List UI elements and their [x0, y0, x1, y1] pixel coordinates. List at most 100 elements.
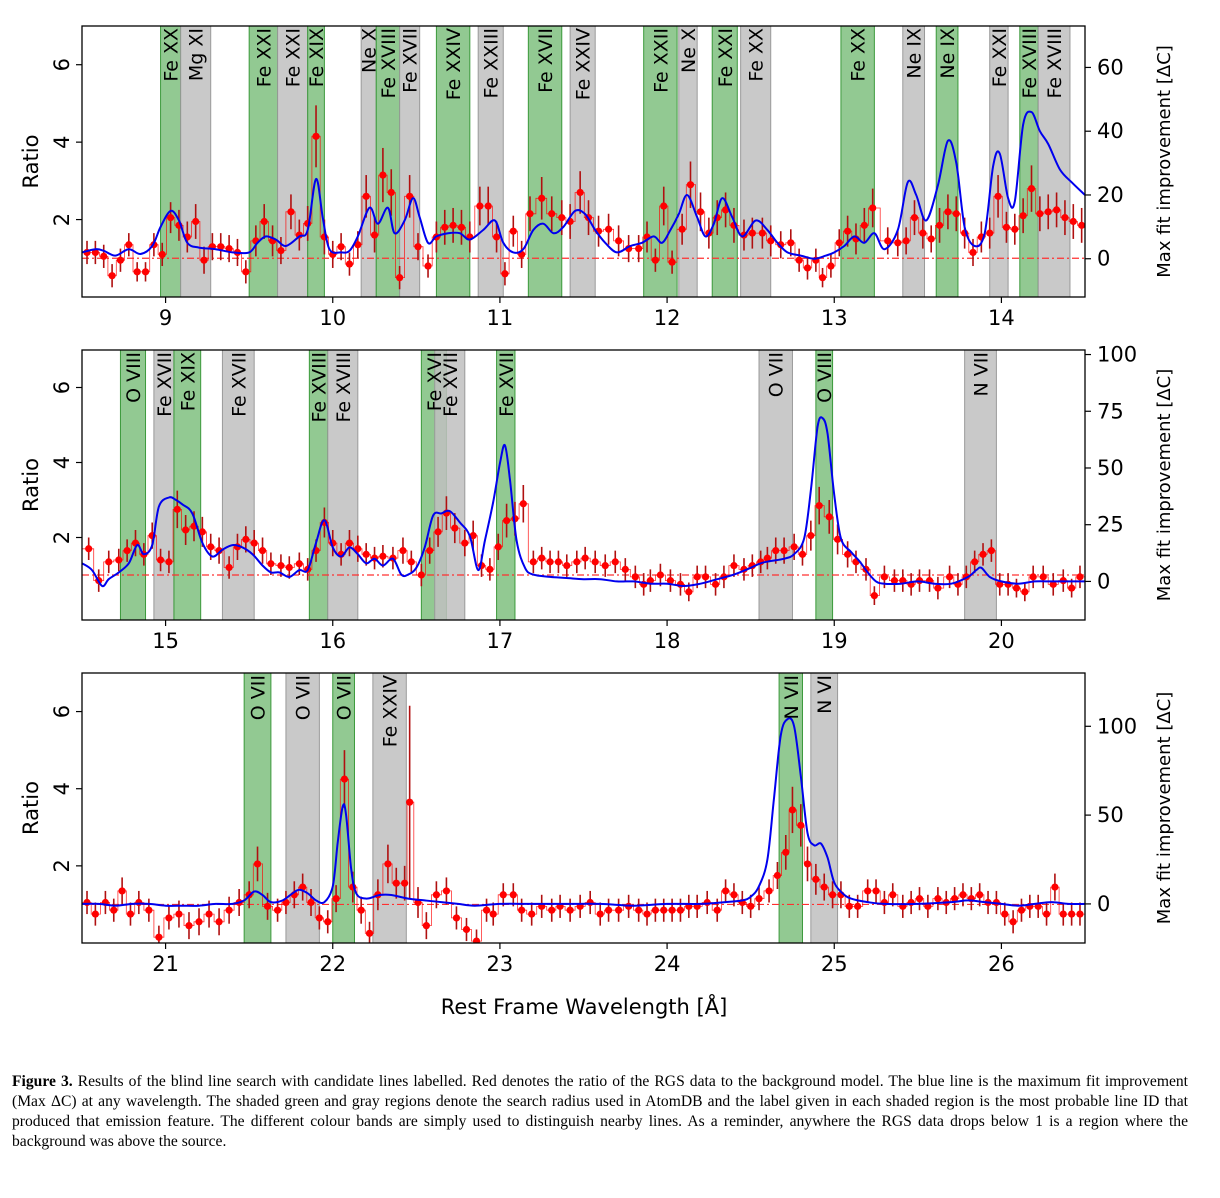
- band-label: Fe XXI: [253, 28, 275, 87]
- ratio-point: [713, 906, 721, 914]
- ratio-point: [615, 906, 623, 914]
- x-tick-label: 14: [988, 306, 1015, 330]
- ratio-point: [407, 558, 415, 566]
- ratio-point: [406, 798, 414, 806]
- ratio-point: [125, 241, 133, 249]
- ratio-point: [442, 887, 451, 895]
- ratio-point: [812, 875, 820, 883]
- ratio-point: [457, 223, 466, 231]
- band-label: Fe XVI: [424, 352, 446, 411]
- ratio-point: [242, 535, 250, 543]
- band-label: Fe XVIII: [1019, 28, 1041, 98]
- ratio-point: [576, 188, 584, 197]
- ratio-point: [126, 910, 135, 918]
- ratio-point: [631, 573, 639, 581]
- ratio-point: [919, 229, 927, 237]
- band-label: O VII: [334, 675, 356, 720]
- search-band-1: [180, 26, 212, 297]
- ratio-point: [414, 243, 422, 251]
- ratio-point: [258, 547, 267, 555]
- ratio-point: [651, 906, 659, 914]
- ratio-point: [215, 918, 223, 926]
- ratio-point: [1078, 221, 1085, 229]
- band-label: Fe XXIV: [380, 675, 402, 747]
- band-label: Fe XX: [848, 28, 870, 82]
- ratio-point: [362, 550, 370, 558]
- ratio-point: [370, 231, 379, 239]
- y-tick-label: 4: [50, 782, 74, 795]
- ratio-point: [424, 262, 432, 270]
- ratio-point: [797, 821, 805, 829]
- y-tick-label: 2: [50, 859, 74, 872]
- ratio-point: [621, 565, 629, 573]
- ratio-point: [287, 208, 295, 216]
- ratio-point: [158, 250, 166, 259]
- ratio-point: [763, 554, 771, 562]
- ratio-point: [635, 245, 643, 253]
- ratio-point: [1012, 584, 1021, 592]
- ratio-point: [869, 204, 877, 212]
- band-label: Fe XVII: [400, 28, 422, 93]
- ratio-point: [790, 543, 798, 551]
- ratio-point: [601, 562, 609, 570]
- band-label: Fe XXI: [283, 28, 305, 87]
- ratio-point: [835, 239, 843, 247]
- x-tick-label: 22: [319, 952, 346, 976]
- band-label: Fe XIX: [306, 28, 328, 87]
- ratio-point: [295, 560, 303, 568]
- ratio-point: [827, 262, 835, 270]
- ratio-point: [1069, 217, 1077, 226]
- ratio-point: [1036, 210, 1044, 218]
- ratio-point: [406, 192, 414, 200]
- ratio-point: [987, 547, 995, 555]
- ratio-point: [263, 902, 272, 910]
- band-label: Ne X: [359, 28, 381, 73]
- ratio-point: [115, 556, 123, 564]
- band-label: N VII: [971, 352, 993, 396]
- ratio-point: [1052, 206, 1061, 214]
- y2-tick-label: 0: [1097, 892, 1110, 916]
- ratio-point: [927, 235, 935, 243]
- y-tick-label: 6: [50, 381, 74, 394]
- x-tick-label: 23: [487, 952, 514, 976]
- ratio-point: [815, 502, 823, 510]
- ratio-point: [399, 547, 407, 555]
- ratio-step-line: [82, 778, 1085, 942]
- caption-text: Results of the blind line search with ca…: [12, 1073, 1188, 1150]
- ratio-point: [767, 237, 775, 245]
- band-label: Ne IX: [937, 28, 959, 79]
- y2-tick-label: 60: [1097, 55, 1124, 79]
- band-label: O VIII: [123, 352, 145, 403]
- x-tick-label: 15: [152, 629, 179, 653]
- ratio-point: [166, 214, 175, 222]
- ratio-point: [755, 895, 763, 903]
- band-label: O VII: [248, 675, 270, 720]
- y2-tick-label: 20: [1097, 183, 1124, 207]
- ratio-point: [118, 887, 126, 895]
- ratio-point: [462, 925, 471, 934]
- band-label: Fe XVIII: [1044, 28, 1066, 98]
- ratio-point: [573, 558, 581, 566]
- x-tick-label: 12: [654, 306, 681, 330]
- ratio-point: [994, 192, 1002, 200]
- ratio-point: [676, 906, 685, 914]
- ratio-point: [345, 260, 354, 268]
- band-label: O VIII: [814, 352, 836, 403]
- band-label: Fe XVIII: [333, 352, 355, 422]
- ratio-point: [1049, 580, 1057, 588]
- ratio-point: [441, 223, 449, 231]
- ratio-point: [795, 256, 803, 264]
- ratio-point: [116, 256, 125, 264]
- x-tick-label: 16: [319, 629, 346, 653]
- ratio-point: [1001, 910, 1009, 918]
- ratio-point: [693, 573, 701, 581]
- ratio-point: [307, 898, 315, 907]
- ratio-point: [902, 237, 910, 245]
- search-band-9: [758, 350, 793, 620]
- ratio-point: [807, 532, 815, 540]
- y-tick-label: 4: [50, 456, 74, 469]
- ratio-point: [915, 895, 924, 903]
- line-search-figure: Fe XX Mg XI Fe XXI Fe XXI Fe XIX Ne XFe XVIII…: [19, 25, 1175, 1019]
- band-label: Fe XVII: [440, 352, 462, 417]
- ratio-point: [165, 558, 173, 566]
